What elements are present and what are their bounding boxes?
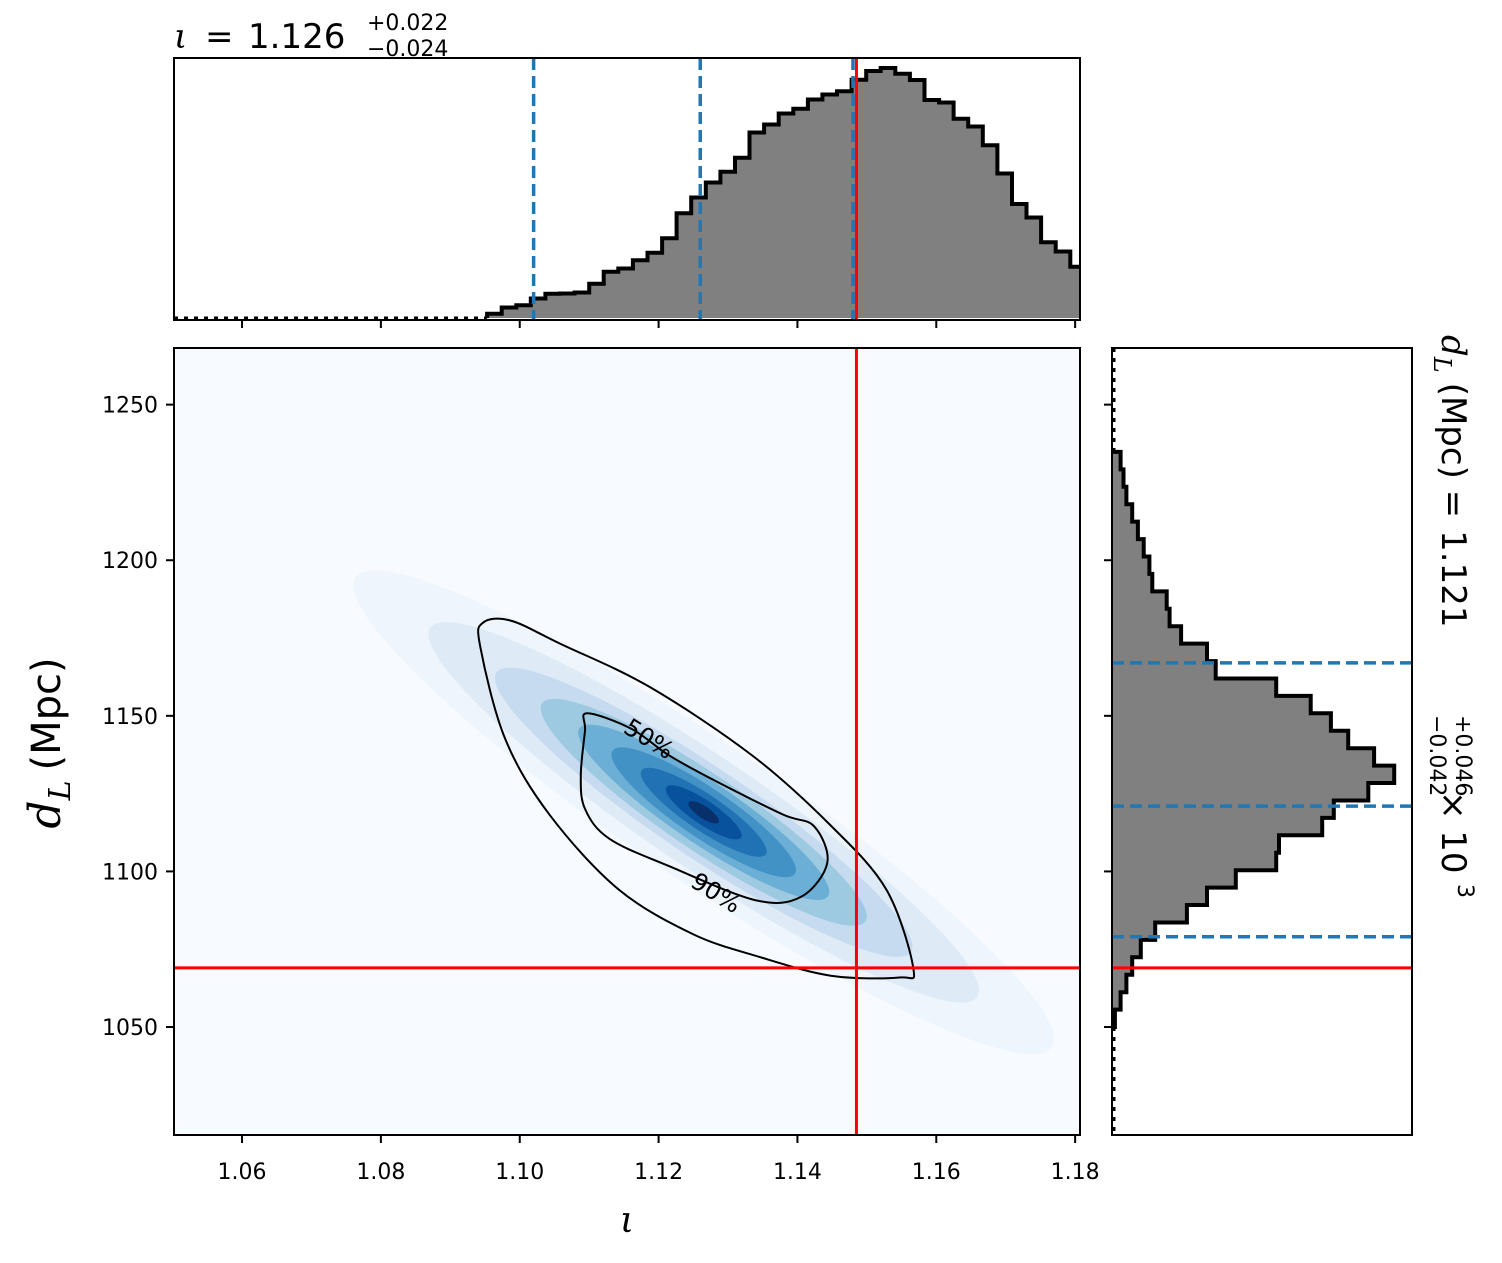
title-median: 1.126 — [248, 17, 345, 57]
right-label-sub: L — [1428, 356, 1456, 373]
joint-panel-frame — [173, 347, 1081, 1136]
y-tick-label: 1150 — [102, 705, 158, 730]
right-histogram — [1112, 348, 1397, 1135]
y-axis-label: dL (Mpc) — [20, 657, 78, 828]
right-label-unit: (Mpc) = — [1433, 383, 1473, 518]
right-label-median: 1.121 — [1433, 530, 1473, 627]
right-label-symbol: d — [1433, 335, 1473, 357]
density-map — [353, 570, 1055, 1055]
x-tick-label: 1.18 — [1051, 1160, 1100, 1185]
y-tick-label: 1050 — [102, 1016, 158, 1041]
x-tick-label: 1.16 — [912, 1160, 961, 1185]
contour-90 — [477, 617, 916, 980]
right-quantile-lines — [1112, 661, 1412, 970]
y-tick-label: 1100 — [102, 860, 158, 885]
y-tick-label: 1250 — [102, 394, 158, 419]
right-label-plus: +0.046 — [1450, 715, 1475, 796]
top-hist-fill — [487, 68, 1080, 318]
right-panel-frame — [1111, 347, 1413, 1136]
top-marginal-panel — [173, 57, 1081, 328]
y-label-symbol: d — [20, 800, 71, 828]
title-equals: = — [205, 17, 234, 57]
joint-panel: 50% 90% 1.06 1.08 1.10 1.12 1.14 1.16 1.18 105… — [102, 347, 1100, 1185]
x-tick-label: 1.14 — [773, 1160, 822, 1185]
y-label-sub: L — [43, 781, 78, 802]
title-plus: +0.022 — [367, 11, 448, 36]
x-tick-label: 1.06 — [218, 1160, 267, 1185]
svg-text:dL(Mpc): dL (Mpc) — [20, 657, 78, 828]
title-symbol: ι — [174, 17, 187, 57]
right-panel-ticks — [1104, 403, 1112, 1029]
right-marginal-panel — [1104, 347, 1413, 1136]
top-panel-frame — [173, 57, 1081, 321]
joint-y-ticks: 1050 1100 1150 1200 1250 — [102, 394, 174, 1041]
svg-text:dL(Mpc) =1.121: dL (Mpc) = 1.121 — [1428, 335, 1473, 627]
right-label-exp: 3 — [1452, 884, 1477, 898]
top-histogram — [174, 66, 1080, 320]
right-label-scale: × 10 — [1433, 791, 1473, 874]
top-quantile-lines — [531, 58, 858, 320]
x-tick-label: 1.12 — [634, 1160, 683, 1185]
top-hist-edge — [485, 66, 1080, 318]
x-axis-label: ι — [620, 1200, 634, 1241]
top-panel-ticks — [241, 320, 1077, 328]
title-minus: −0.024 — [367, 37, 448, 62]
x-tick-label: 1.08 — [356, 1160, 405, 1185]
density-layer — [688, 801, 720, 824]
x-tick-label: 1.10 — [495, 1160, 544, 1185]
right-panel-title: dL (Mpc) = 1.121 +0.046 −0.042 × 10 3 — [1424, 335, 1477, 898]
right-hist-fill — [1112, 451, 1395, 1027]
y-label-unit: (Mpc) — [24, 657, 70, 770]
joint-x-ticks: 1.06 1.08 1.10 1.12 1.14 1.16 1.18 — [218, 1135, 1100, 1185]
right-label-minus: −0.042 — [1424, 715, 1449, 796]
y-tick-label: 1200 — [102, 549, 158, 574]
top-panel-title: ι = 1.126 +0.022 −0.024 — [174, 11, 448, 62]
contour-50 — [579, 712, 829, 904]
